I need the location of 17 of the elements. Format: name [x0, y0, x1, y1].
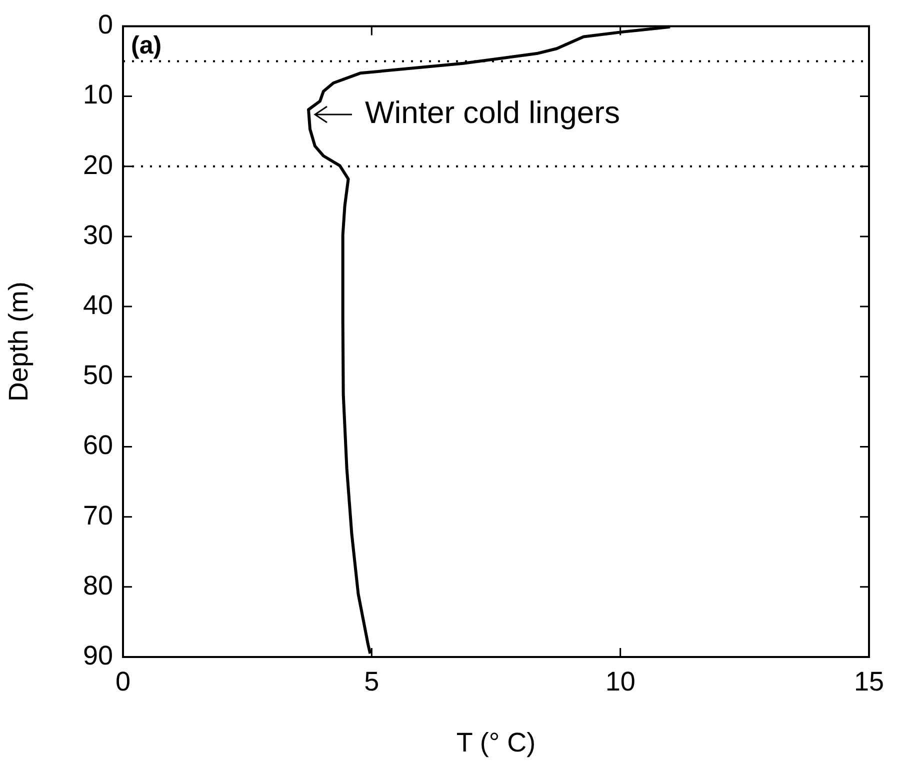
x-tick-label: 5	[364, 666, 380, 697]
y-tick-label: 60	[82, 430, 113, 460]
y-tick-label: 50	[82, 360, 113, 390]
y-tick-label: 20	[82, 150, 113, 180]
y-tick-label: 90	[82, 640, 113, 670]
x-axis-title: T (° C)	[456, 727, 536, 758]
y-tick-label: 70	[82, 500, 113, 530]
y-axis-title: Depth (m)	[4, 282, 34, 402]
annotation: (a)	[131, 32, 162, 60]
annotation: Winter cold lingers	[364, 95, 620, 130]
y-tick-label: 0	[98, 10, 113, 40]
y-tick-label: 80	[82, 570, 113, 600]
y-tick-label: 10	[82, 80, 113, 110]
x-tick-label: 15	[854, 666, 884, 697]
y-tick-label: 40	[82, 290, 113, 320]
y-tick-label: 30	[82, 220, 113, 250]
x-tick-label: 10	[605, 666, 636, 697]
